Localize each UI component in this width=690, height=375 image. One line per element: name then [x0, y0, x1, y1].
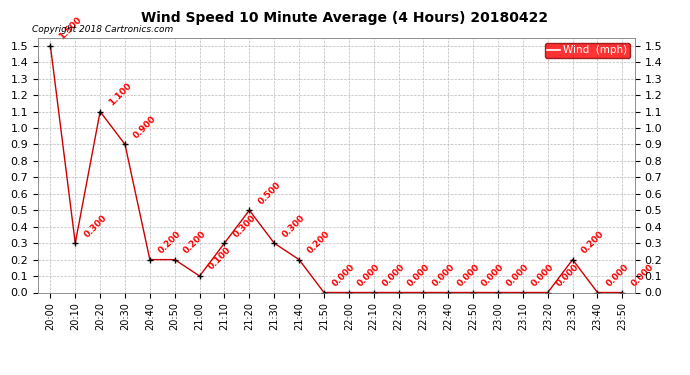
Text: 0.500: 0.500	[256, 180, 282, 206]
Text: 0.000: 0.000	[530, 262, 556, 288]
Text: 0.000: 0.000	[406, 262, 431, 288]
Text: 0.200: 0.200	[580, 229, 606, 255]
Text: Copyright 2018 Cartronics.com: Copyright 2018 Cartronics.com	[32, 25, 173, 34]
Text: 0.200: 0.200	[157, 229, 183, 255]
Text: 0.000: 0.000	[431, 262, 456, 288]
Text: 0.100: 0.100	[206, 246, 233, 272]
Text: 0.300: 0.300	[231, 213, 257, 239]
Text: 1.500: 1.500	[57, 15, 83, 42]
Text: 0.000: 0.000	[381, 262, 406, 288]
Text: 0.000: 0.000	[356, 262, 382, 288]
Text: 0.900: 0.900	[132, 114, 158, 140]
Text: 0.000: 0.000	[505, 262, 531, 288]
Text: 0.200: 0.200	[306, 229, 332, 255]
Text: 0.000: 0.000	[604, 262, 631, 288]
Text: 0.000: 0.000	[480, 262, 506, 288]
Text: 0.000: 0.000	[629, 262, 655, 288]
Text: 0.300: 0.300	[281, 213, 307, 239]
Text: 0.000: 0.000	[455, 262, 482, 288]
Text: 0.000: 0.000	[555, 262, 581, 288]
Text: 0.200: 0.200	[181, 229, 208, 255]
Text: Wind Speed 10 Minute Average (4 Hours) 20180422: Wind Speed 10 Minute Average (4 Hours) 2…	[141, 11, 549, 25]
Text: 0.000: 0.000	[331, 262, 357, 288]
Legend: Wind  (mph): Wind (mph)	[544, 43, 629, 58]
Text: 1.100: 1.100	[107, 81, 133, 107]
Text: 0.300: 0.300	[82, 213, 108, 239]
